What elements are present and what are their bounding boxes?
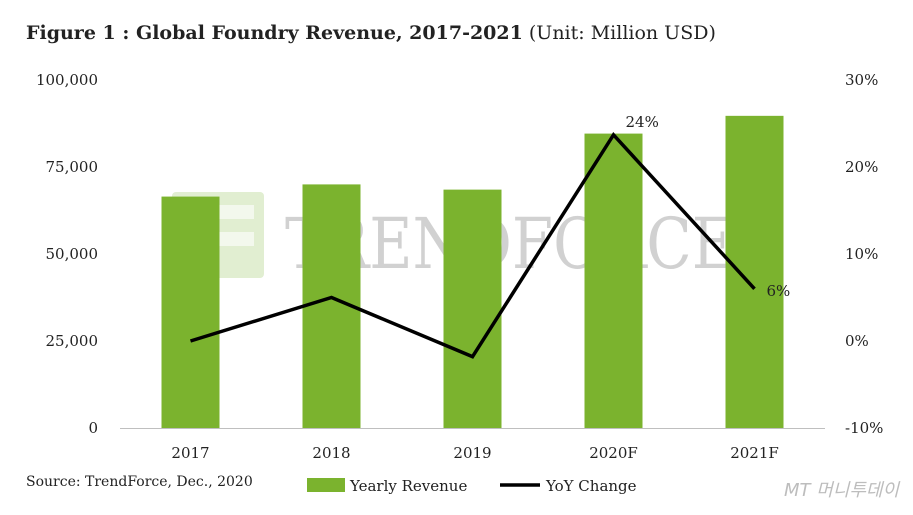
bar-2021F <box>725 115 784 429</box>
legend-label-revenue: Yearly Revenue <box>349 477 467 495</box>
legend-label-yoy: YoY Change <box>545 477 637 495</box>
right-tick-label: 10% <box>845 245 878 263</box>
legend: Yearly Revenue YoY Change <box>307 477 637 495</box>
left-tick-label: 50,000 <box>46 245 99 263</box>
right-tick-label: 20% <box>845 158 878 176</box>
left-tick-label: 0 <box>88 419 98 437</box>
axis-layer: 0 25,000 50,000 75,000 100,000 -10% 0% 10% 20% 30… <box>36 71 883 462</box>
x-tick-label: 2021F <box>730 444 779 462</box>
left-tick-label: 25,000 <box>46 332 99 350</box>
chart-title-main: Figure 1 : Global Foundry Revenue, 2017-… <box>26 22 523 44</box>
corner-watermark: MT 머니투데이 <box>783 480 899 501</box>
chart-title-unit: (Unit: Million USD) <box>528 22 716 44</box>
right-tick-label: 0% <box>845 332 869 350</box>
x-tick-label: 2019 <box>453 444 491 462</box>
line-layer <box>189 131 756 359</box>
left-tick-label: 100,000 <box>36 71 98 89</box>
bars-layer <box>161 115 784 429</box>
right-tick-label: 30% <box>845 71 878 89</box>
data-label-2020F: 24% <box>626 113 659 131</box>
data-label-2021F: 6% <box>767 282 791 300</box>
chart-title: Figure 1 : Global Foundry Revenue, 2017-… <box>26 22 716 44</box>
x-tick-label: 2020F <box>589 444 638 462</box>
bar-2017 <box>161 196 220 428</box>
yoy-line <box>189 131 756 359</box>
labels-layer: 24% 6% <box>626 113 791 300</box>
x-tick-label: 2017 <box>171 444 209 462</box>
left-tick-label: 75,000 <box>46 158 99 176</box>
legend-swatch-revenue <box>307 478 345 492</box>
x-tick-label: 2018 <box>312 444 350 462</box>
source-note: Source: TrendForce, Dec., 2020 <box>26 474 253 490</box>
bar-2019 <box>443 189 502 428</box>
right-tick-label: -10% <box>845 419 883 437</box>
bar-2020F <box>584 133 643 429</box>
